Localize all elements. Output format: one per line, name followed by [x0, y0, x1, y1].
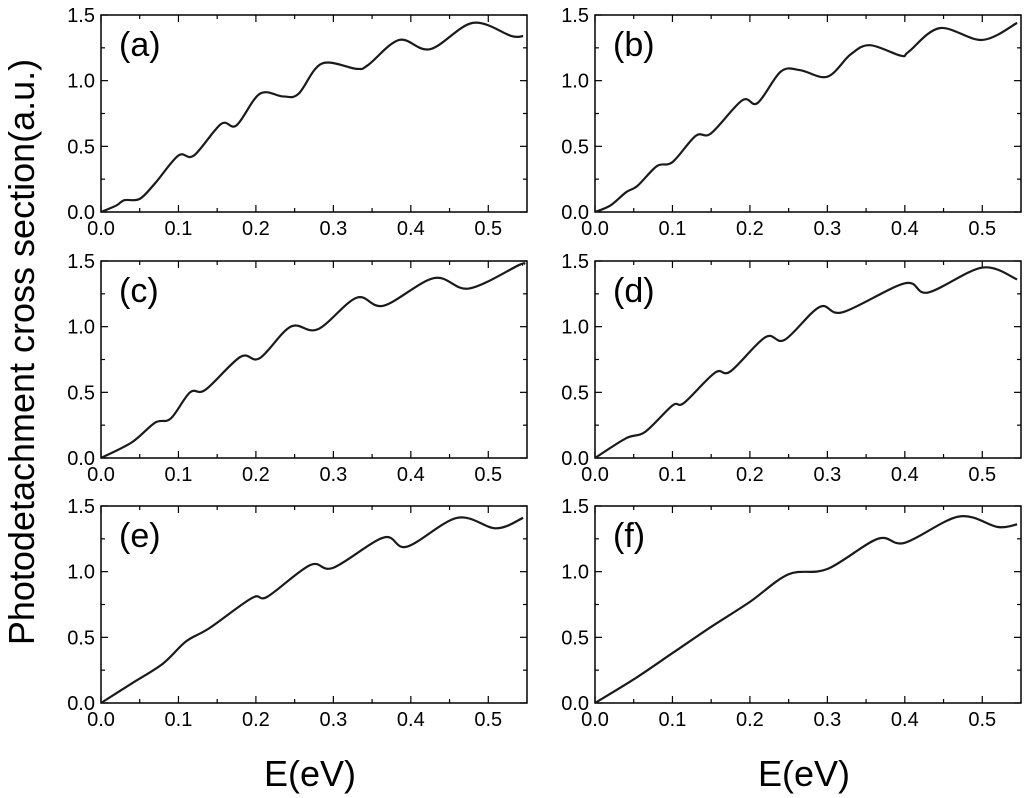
x-tick-label: 0.2 — [736, 218, 764, 240]
series-line — [594, 266, 1018, 459]
y-tick-label: 0.0 — [561, 693, 589, 715]
x-tick-label: 0.2 — [242, 709, 270, 731]
y-tick-label: 0.5 — [67, 627, 95, 649]
x-tick-label: 0.2 — [736, 709, 764, 731]
x-tick-label: 0.3 — [813, 709, 841, 731]
x-tick-label: 0.4 — [397, 709, 425, 731]
panel-c: 0.0 0.1 0.2 0.3 0.4 0.5 0.0 0.5 1.0 1.5 (c) — [67, 251, 528, 486]
panel-label: (e) — [119, 517, 161, 555]
y-tick-label: 0.5 — [561, 382, 589, 404]
plot-frame — [100, 260, 528, 459]
x-axis-title-right: E(eV) — [758, 753, 850, 794]
x-tick-label: 0.4 — [891, 218, 919, 240]
panel-label: (d) — [613, 272, 655, 310]
x-tick-label: 0.3 — [319, 218, 347, 240]
series-line — [594, 21, 1018, 214]
panels: 0.0 0.1 0.2 0.3 0.4 0.50.00.51.01.5(a)0.0 0.1 0… — [67, 5, 1022, 731]
x-tick-label: 0.0 — [581, 464, 609, 486]
series-line — [594, 515, 1018, 704]
x-tick-label: 0.5 — [474, 709, 502, 731]
y-tick-label: 1.0 — [561, 317, 589, 339]
plot-frame — [100, 505, 528, 704]
y-tick-label: 0.0 — [561, 448, 589, 470]
x-tick-label: 0.5 — [968, 218, 996, 240]
x-axis-title-left: E(eV) — [264, 753, 356, 794]
x-tick-label: 0.4 — [891, 709, 919, 731]
plot-frame — [594, 505, 1022, 704]
y-tick-label: 1.5 — [561, 5, 589, 27]
panel-label: (f) — [613, 517, 645, 555]
y-tick-label: 1.5 — [67, 496, 95, 518]
x-tick-label: 0.3 — [319, 464, 347, 486]
y-tick-label: 1.5 — [561, 251, 589, 273]
x-tick-label: 0.0 — [581, 218, 609, 240]
panel-d: 0.0 0.1 0.2 0.3 0.4 0.5 0.0 0.5 1.0 1.5 (d) — [561, 251, 1022, 486]
x-tick-label: 0.3 — [813, 464, 841, 486]
panel-label: (c) — [119, 272, 159, 310]
plot-frame — [594, 14, 1022, 213]
panel-b: 0.0 0.1 0.2 0.3 0.4 0.5 0.0 0.5 1.0 1.5 (b) — [561, 5, 1022, 240]
x-tick-label: 0.0 — [87, 464, 115, 486]
y-tick-label: 0.0 — [67, 202, 95, 224]
panel-label: (a) — [119, 26, 161, 64]
x-tick-label: 0.5 — [474, 218, 502, 240]
y-tick-label: 1.0 — [67, 562, 95, 584]
x-tick-label: 0.3 — [813, 218, 841, 240]
x-tick-label: 0.3 — [319, 709, 347, 731]
y-tick-label: 0.0 — [561, 202, 589, 224]
x-tick-label: 0.4 — [397, 464, 425, 486]
y-tick-label: 1.0 — [67, 317, 95, 339]
x-tick-label: 0.4 — [397, 218, 425, 240]
y-tick-label: 1.5 — [67, 251, 95, 273]
x-tick-label: 0.2 — [736, 464, 764, 486]
x-tick-label: 0.0 — [87, 709, 115, 731]
x-tick-label: 0.1 — [165, 464, 193, 486]
x-tick-label: 0.0 — [87, 218, 115, 240]
x-tick-label: 0.1 — [659, 709, 687, 731]
y-tick-label: 1.5 — [561, 496, 589, 518]
plot-frame — [594, 260, 1022, 459]
y-tick-label: 1.0 — [561, 562, 589, 584]
series-line — [100, 21, 524, 214]
x-tick-label: 0.5 — [968, 464, 996, 486]
x-tick-label: 0.5 — [968, 709, 996, 731]
x-tick-label: 0.4 — [891, 464, 919, 486]
y-tick-label: 0.5 — [67, 136, 95, 158]
y-tick-label: 0.0 — [67, 693, 95, 715]
x-tick-label: 0.1 — [165, 709, 193, 731]
panel-label: (b) — [613, 26, 655, 64]
panel-e: 0.0 0.1 0.2 0.3 0.4 0.5 0.0 0.5 1.0 1.5 (e) — [67, 496, 528, 731]
y-axis-title: Photodetachment cross section(a.u.) — [1, 59, 42, 645]
y-tick-label: 0.5 — [561, 136, 589, 158]
y-tick-label: 0.5 — [67, 382, 95, 404]
y-tick-label: 1.0 — [67, 71, 95, 93]
y-tick-label: 1.5 — [67, 5, 95, 27]
x-tick-label: 0.2 — [242, 218, 270, 240]
y-tick-label: 0.5 — [561, 627, 589, 649]
series-line — [100, 262, 526, 459]
x-tick-label: 0.2 — [242, 464, 270, 486]
y-tick-label: 0.0 — [67, 448, 95, 470]
x-tick-label: 0.1 — [165, 218, 193, 240]
plot-frame — [100, 14, 528, 213]
series-line — [100, 516, 524, 704]
x-tick-label: 0.1 — [659, 464, 687, 486]
panel-f: 0.0 0.1 0.2 0.3 0.4 0.5 0.0 0.5 1.0 1.5 (f) — [561, 496, 1022, 731]
panel-a: 0.0 0.1 0.2 0.3 0.4 0.5 0.0 0.5 1.0 1.5 (a) — [67, 5, 528, 240]
x-tick-label: 0.1 — [659, 218, 687, 240]
y-tick-label: 1.0 — [561, 71, 589, 93]
x-tick-label: 0.5 — [474, 464, 502, 486]
x-tick-label: 0.0 — [581, 709, 609, 731]
